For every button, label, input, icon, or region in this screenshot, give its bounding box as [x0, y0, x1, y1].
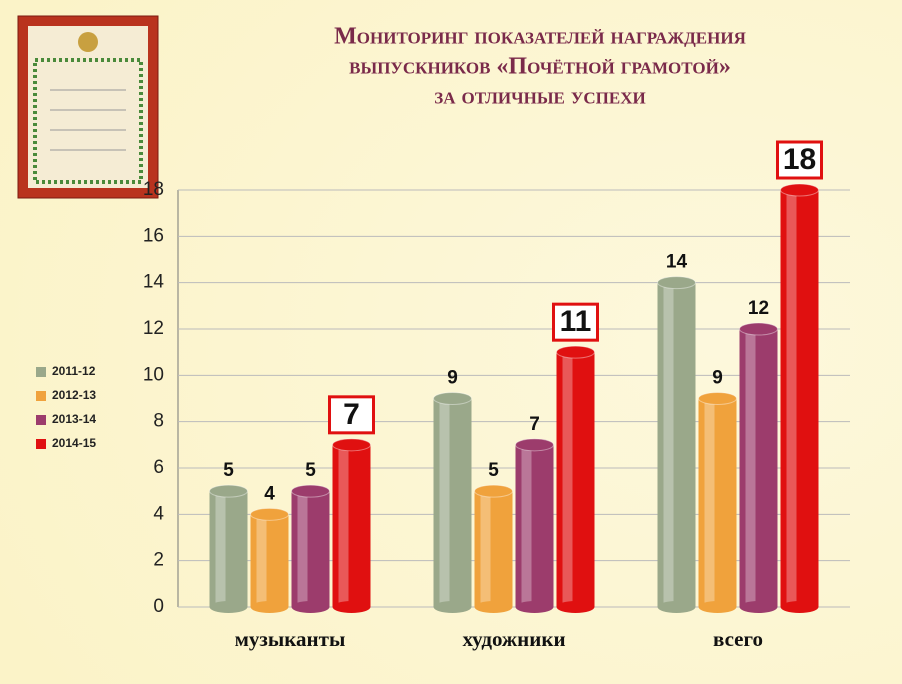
bar-top	[475, 485, 513, 497]
y-tick-label: 10	[143, 364, 164, 385]
legend-label: 2012-13	[52, 388, 96, 402]
legend-label: 2013-14	[52, 412, 96, 426]
legend-swatch	[36, 391, 46, 401]
bar-shine	[440, 399, 450, 608]
bar	[333, 445, 371, 607]
bar-shine	[746, 329, 756, 607]
legend-swatch	[36, 367, 46, 377]
bar-bottom	[658, 601, 696, 613]
value-label: 5	[305, 460, 316, 481]
y-tick-label: 14	[143, 272, 165, 293]
bar-shine	[787, 190, 797, 607]
bar	[210, 491, 248, 607]
bar-shine	[298, 491, 308, 607]
bar-shine	[705, 399, 715, 608]
bar-shine	[481, 491, 491, 607]
bar-shine	[522, 445, 532, 607]
bar-top	[292, 485, 330, 497]
bar-bottom	[516, 601, 554, 613]
bar	[699, 399, 737, 608]
value-label: 9	[712, 368, 723, 389]
value-label: 5	[488, 460, 499, 481]
bar-bottom	[475, 601, 513, 613]
bar-bottom	[740, 601, 778, 613]
y-tick-label: 12	[143, 318, 164, 339]
bar	[781, 190, 819, 607]
legend-swatch	[36, 439, 46, 449]
bar-bottom	[781, 601, 819, 613]
bar-bottom	[251, 601, 289, 613]
value-label: 7	[529, 414, 540, 435]
bar	[251, 514, 289, 607]
bar-shine	[216, 491, 226, 607]
bar	[292, 491, 330, 607]
bar-shine	[563, 352, 573, 607]
bar-bottom	[699, 601, 737, 613]
bar	[516, 445, 554, 607]
y-tick-label: 6	[153, 457, 164, 478]
bar-top	[557, 346, 595, 358]
value-label: 11	[560, 305, 592, 338]
value-label: 18	[783, 143, 816, 176]
bar-top	[740, 323, 778, 335]
value-label: 5	[223, 460, 234, 481]
x-tick-label: художники	[462, 627, 565, 651]
legend-label: 2011-12	[52, 364, 96, 378]
bar-bottom	[333, 601, 371, 613]
bar-shine	[664, 283, 674, 607]
bar	[740, 329, 778, 607]
bar-top	[781, 184, 819, 196]
bar	[475, 491, 513, 607]
bar-top	[251, 508, 289, 520]
value-label: 7	[343, 398, 360, 431]
bar-bottom	[210, 601, 248, 613]
y-tick-label: 4	[153, 503, 164, 524]
legend-label: 2014-15	[52, 436, 96, 450]
chart-title: за отличные успехи	[434, 84, 645, 110]
chart-title: Мониторинг показателей награждения	[334, 24, 746, 50]
chart-title: выпускников «Почётной грамотой»	[349, 54, 731, 80]
y-tick-label: 2	[153, 550, 164, 571]
bar-bottom	[434, 601, 472, 613]
bar-shine	[257, 514, 267, 607]
bar-shine	[339, 445, 349, 607]
legend-swatch	[36, 415, 46, 425]
bar	[434, 399, 472, 608]
bar-bottom	[292, 601, 330, 613]
bar-top	[516, 439, 554, 451]
x-tick-label: всего	[713, 627, 763, 651]
bar	[557, 352, 595, 607]
y-tick-label: 0	[153, 596, 164, 617]
bar-top	[699, 393, 737, 405]
value-label: 12	[748, 298, 769, 319]
certificate	[18, 16, 158, 198]
y-tick-label: 16	[143, 225, 164, 246]
value-label: 9	[447, 368, 458, 389]
x-tick-label: музыканты	[235, 627, 346, 651]
value-label: 4	[264, 483, 275, 504]
bar-top	[210, 485, 248, 497]
value-label: 14	[666, 252, 688, 273]
bar	[658, 283, 696, 607]
y-tick-label: 8	[153, 411, 164, 432]
bar-top	[658, 277, 696, 289]
bar-top	[434, 393, 472, 405]
bar-bottom	[557, 601, 595, 613]
chart: Мониторинг показателей награждения выпуск…	[0, 0, 902, 684]
bar-top	[333, 439, 371, 451]
y-tick-label: 18	[143, 179, 164, 200]
